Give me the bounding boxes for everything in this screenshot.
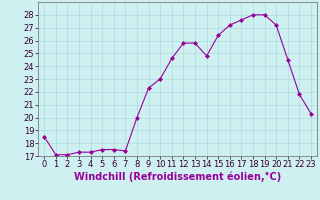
- X-axis label: Windchill (Refroidissement éolien,°C): Windchill (Refroidissement éolien,°C): [74, 172, 281, 182]
